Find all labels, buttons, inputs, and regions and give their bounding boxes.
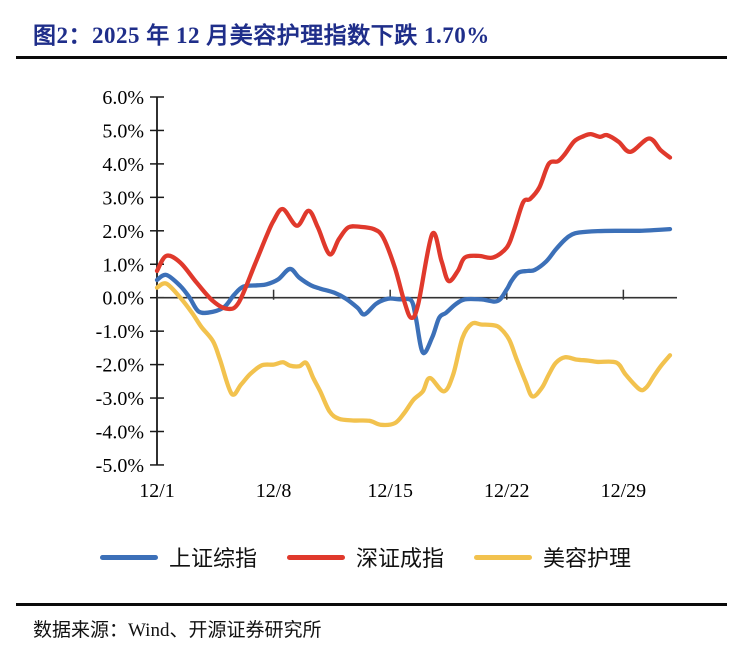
title-divider-line	[16, 56, 727, 59]
data-source-note: 数据来源：Wind、开源证券研究所	[33, 620, 322, 641]
legend-dash-shanghai-composite	[100, 554, 158, 560]
y-axis-tick-label: -1.0%	[96, 321, 144, 343]
y-axis-tick-label: -4.0%	[96, 422, 144, 444]
legend-label-shanghai-composite: 上证综指	[169, 546, 258, 571]
legend-item-beauty-care: 美容护理	[474, 541, 631, 573]
legend-dash-shenzhen-component	[287, 554, 346, 560]
x-axis-tick-label: 12/8	[256, 480, 292, 502]
line-chart: 6.0% 5.0% 4.0% 3.0% 2.0% 1.0% 0.0% -1.0% -2.0% -3…	[96, 87, 677, 502]
chart-legend: 上证综指 深证成指 美容护理	[100, 541, 631, 573]
legend-dash-beauty-care	[474, 554, 533, 560]
y-axis-tick-label: 1.0%	[102, 254, 144, 276]
footer-divider-line	[16, 603, 727, 606]
series-line-shanghai-composite	[154, 226, 673, 356]
y-axis-tick-label: 3.0%	[102, 187, 144, 209]
x-axis-tick-label: 12/22	[484, 480, 530, 502]
figure-title: 图2：2025 年 12 月美容护理指数下跌 1.70%	[33, 23, 490, 48]
series-line-shenzhen-component	[154, 131, 673, 321]
legend-label-shenzhen-component: 深证成指	[356, 546, 445, 571]
y-axis-tick-label: 5.0%	[102, 120, 144, 142]
legend-label-beauty-care: 美容护理	[543, 546, 632, 571]
x-axis-tick-label: 12/15	[367, 480, 413, 502]
x-axis-tick-label: 12/1	[139, 480, 175, 502]
y-axis-tick-label: 6.0%	[102, 87, 144, 109]
y-axis-tick-label: -5.0%	[96, 455, 144, 477]
y-axis-tick-label: 4.0%	[102, 154, 144, 176]
x-axis-tick-label: 12/29	[601, 480, 647, 502]
y-axis-tick-label: -3.0%	[96, 388, 144, 410]
y-axis-tick-label: 0.0%	[102, 288, 144, 310]
y-axis-tick-label: -2.0%	[96, 355, 144, 377]
legend-item-shanghai-composite: 上证综指	[100, 541, 257, 573]
series-line-beauty-care	[154, 281, 673, 428]
legend-item-shenzhen-component: 深证成指	[287, 541, 444, 573]
y-axis-tick-label: 2.0%	[102, 221, 144, 243]
